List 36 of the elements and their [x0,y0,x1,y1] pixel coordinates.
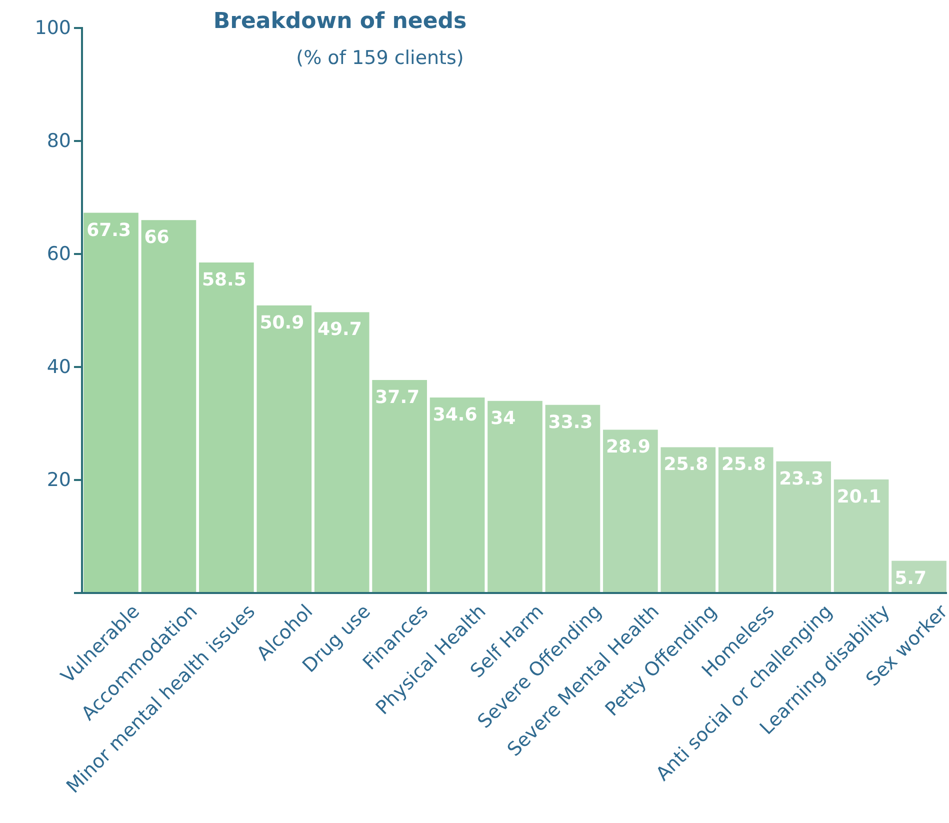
bar [603,430,658,593]
text: (% of 159 clients) [296,47,464,69]
bar [660,447,716,593]
bar [776,461,831,593]
y-tick-label: 20 [46,469,71,492]
y-tick-label: 100 [34,17,71,40]
bar [834,479,889,593]
bar [372,380,427,593]
data-label: 49.7 [317,319,362,340]
bar [545,404,600,593]
data-label: 5.7 [894,568,926,589]
data-label: 58.5 [202,269,246,290]
bar [256,305,312,593]
bar [488,400,542,593]
data-label: 33.3 [548,412,593,433]
y-tick-label: 80 [46,130,71,152]
data-label: 50.9 [260,312,304,334]
data-label: 20.1 [836,486,882,508]
data-label: 25.8 [721,454,766,476]
bar [430,398,485,593]
bar [141,220,196,593]
bar [84,212,138,593]
data-label: 25.8 [664,454,708,476]
chart-title: Breakdown of needs [213,9,467,34]
bar [718,447,774,593]
data-label: 67.3 [86,220,131,241]
data-label: 34.6 [432,404,478,426]
data-label: 37.7 [375,386,420,408]
data-label: 34 [490,408,516,429]
y-tick-label: 40 [46,356,71,378]
data-label: 28.9 [606,436,650,458]
bar [314,312,370,593]
y-tick-label: 60 [46,243,71,266]
data-label: 66 [144,227,170,248]
data-label: 23.3 [779,468,824,490]
bar [199,262,254,593]
